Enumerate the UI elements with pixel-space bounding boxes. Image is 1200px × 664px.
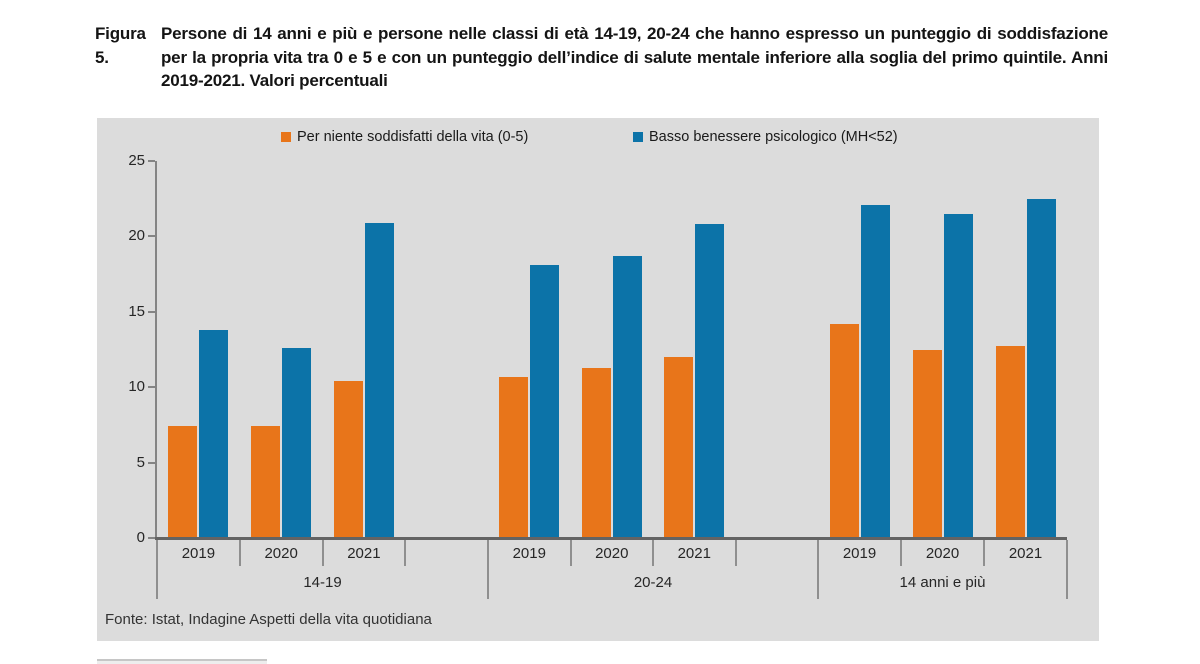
y-tick-label: 5 — [136, 453, 145, 471]
x-group-label: 20-24 — [633, 574, 673, 591]
group-divider — [817, 540, 819, 599]
bar-orange-14 anni e più-2019 — [829, 323, 859, 538]
bar-orange-20-24-2020 — [581, 367, 611, 538]
legend-label-orange: Per niente soddisfatti della vita (0-5) — [297, 129, 529, 145]
x-year-label: 2019 — [512, 545, 546, 562]
y-tick-label: 0 — [136, 529, 145, 546]
year-divider — [569, 540, 572, 566]
year-divider — [238, 540, 241, 566]
year-divider — [404, 540, 407, 566]
y-tick-label: 15 — [128, 302, 145, 320]
x-year-label: 2021 — [1008, 545, 1043, 562]
x-group-label: 14-19 — [303, 574, 342, 591]
bar-blue-14 anni e più-2021 — [1026, 198, 1056, 538]
figure-number: Figura 5. — [95, 24, 146, 67]
bar-blue-14 anni e più-2019 — [860, 204, 890, 538]
bar-orange-14-19-2019 — [168, 426, 198, 538]
bar-chart-plot: 0 5 10 15 20 25 2019 2020 2021 14-19 2019 2020 2021 2… — [97, 118, 1099, 641]
legend-swatch-orange — [281, 132, 291, 142]
x-axis-baseline — [155, 537, 1067, 540]
bar-blue-14-19-2020 — [282, 347, 312, 538]
bar-orange-14 anni e più-2021 — [995, 346, 1025, 538]
y-tick — [148, 235, 155, 238]
year-divider — [983, 540, 985, 566]
cropped-bottom-element — [97, 659, 267, 664]
y-tick-label: 10 — [128, 378, 145, 396]
bar-orange-20-24-2019 — [499, 376, 529, 538]
x-year-label: 2020 — [925, 545, 960, 562]
x-year-label: 2021 — [677, 545, 711, 562]
group-divider — [1066, 540, 1068, 599]
y-tick — [148, 310, 155, 313]
bar-blue-14 anni e più-2020 — [943, 213, 973, 538]
year-divider — [652, 540, 654, 566]
bar-blue-14-19-2019 — [199, 329, 229, 538]
bar-blue-14-19-2021 — [364, 222, 394, 538]
x-year-label: 2019 — [842, 545, 877, 562]
y-tick — [148, 537, 155, 539]
legend-label-blue: Basso benessere psicologico (MH<52) — [649, 129, 898, 145]
y-tick — [148, 386, 155, 389]
x-year-label: 2021 — [347, 545, 381, 562]
y-axis-line — [155, 161, 157, 540]
legend-item-orange: Per niente soddisfatti della vita (0-5) — [281, 129, 528, 145]
bar-orange-20-24-2021 — [664, 357, 694, 538]
bar-orange-14-19-2020 — [251, 426, 281, 538]
bar-orange-14 anni e più-2020 — [912, 349, 942, 538]
legend-swatch-blue — [633, 132, 643, 142]
x-year-label: 2020 — [595, 545, 629, 562]
group-divider — [487, 540, 489, 599]
y-tick-label: 20 — [128, 227, 145, 245]
source-note: Fonte: Istat, Indagine Aspetti della vit… — [105, 611, 432, 628]
year-divider — [900, 540, 902, 566]
bar-blue-20-24-2021 — [695, 224, 725, 538]
figure-title: Persone di 14 anni e più e persone nelle… — [161, 24, 1108, 90]
group-divider — [156, 540, 158, 599]
figure-title-block: Figura 5. Persone di 14 anni e più e per… — [95, 22, 1108, 93]
x-group-label: 14 anni e più — [899, 574, 986, 591]
year-divider — [734, 540, 737, 566]
bar-blue-20-24-2019 — [530, 265, 560, 538]
y-tick — [148, 160, 155, 162]
bar-blue-20-24-2020 — [612, 256, 642, 538]
x-year-label: 2019 — [181, 545, 216, 562]
y-tick-label: 25 — [128, 152, 145, 169]
bar-orange-14-19-2021 — [333, 381, 363, 538]
chart-panel: Per niente soddisfatti della vita (0-5) … — [97, 118, 1099, 641]
x-year-label: 2020 — [264, 545, 298, 562]
legend-item-blue: Basso benessere psicologico (MH<52) — [633, 129, 898, 145]
y-tick — [148, 461, 155, 464]
year-divider — [321, 540, 324, 566]
